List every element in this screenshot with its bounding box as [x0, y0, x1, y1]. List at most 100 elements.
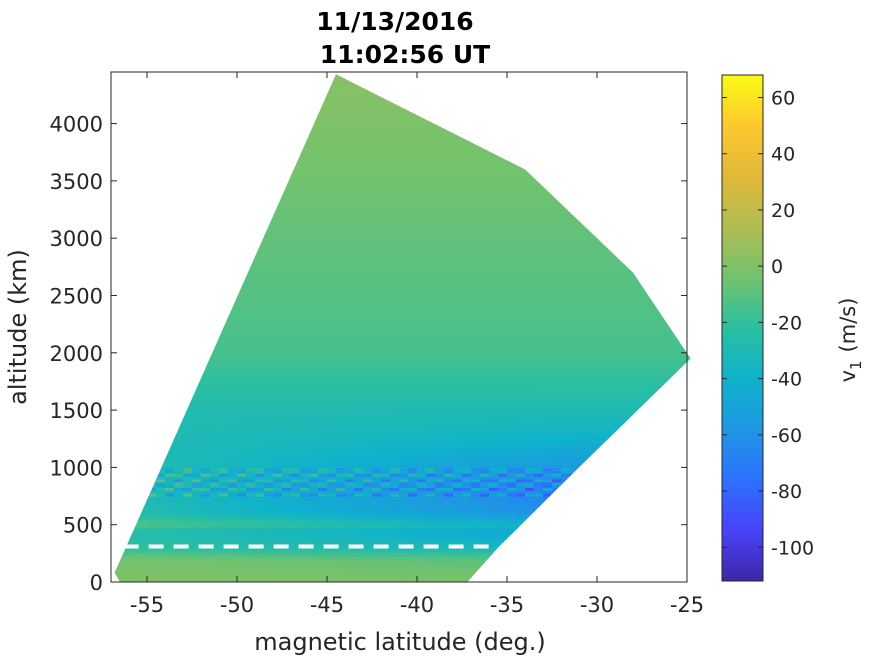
field-cell [390, 530, 400, 534]
field-cell [615, 458, 625, 463]
field-cell [561, 544, 571, 549]
field-cell [354, 433, 364, 437]
field-cell [318, 433, 328, 437]
field-cell [642, 433, 652, 437]
field-cell [255, 493, 265, 497]
field-cell [570, 481, 580, 486]
field-cell [453, 521, 463, 526]
field-cell [678, 438, 688, 443]
field-cell [291, 481, 301, 486]
field-cell [363, 458, 373, 463]
field-cell [588, 510, 598, 514]
field-cell [399, 564, 409, 569]
field-cell [228, 433, 238, 437]
field-cell [570, 539, 580, 543]
field-cell [588, 570, 598, 575]
field-cell [354, 576, 364, 580]
field-cell [615, 444, 625, 448]
field-cell [498, 516, 508, 520]
field-cell [516, 475, 526, 480]
field-cell [336, 539, 346, 543]
field-cell [345, 533, 355, 537]
field-cell [426, 390, 436, 394]
field-cell [597, 516, 607, 520]
field-cell [183, 435, 193, 440]
field-cell [552, 415, 562, 420]
field-cell [642, 458, 652, 463]
field-cell [570, 564, 580, 569]
field-cell [309, 498, 319, 503]
field-cell [114, 536, 121, 540]
field-cell [552, 570, 562, 575]
field-cell [255, 473, 265, 477]
field-cell [156, 533, 166, 537]
field-cell [507, 461, 517, 466]
field-cell [120, 458, 130, 463]
field-cell [318, 438, 328, 443]
field-cell [408, 553, 418, 557]
field-cell [480, 415, 490, 420]
field-cell [363, 438, 373, 443]
field-cell [633, 398, 643, 403]
field-cell [471, 527, 481, 532]
field-cell [471, 539, 481, 543]
field-cell [327, 533, 337, 537]
field-cell [570, 461, 580, 466]
field-cell [327, 553, 337, 557]
field-cell [543, 536, 553, 540]
field-cell [228, 467, 238, 471]
field-cell [435, 401, 445, 405]
field-cell [660, 387, 670, 391]
field-cell [129, 507, 139, 511]
field-cell [219, 478, 229, 483]
field-cell [363, 478, 373, 483]
field-cell [561, 524, 571, 529]
field-cell [453, 407, 463, 411]
field-cell [471, 421, 481, 426]
field-cell [651, 556, 661, 560]
field-cell [462, 501, 472, 506]
field-cell [273, 501, 283, 506]
field-cell [156, 455, 166, 460]
field-cell [345, 453, 355, 457]
field-cell [336, 461, 346, 466]
field-cell [192, 418, 202, 423]
field-cell [669, 387, 679, 391]
field-cell [120, 375, 130, 380]
field-cell [525, 510, 535, 514]
field-cell [651, 524, 661, 529]
field-cell [678, 470, 688, 474]
field-cell [138, 387, 148, 391]
field-cell [426, 435, 436, 440]
field-cell [687, 570, 691, 575]
field-cell [678, 404, 688, 408]
field-cell [570, 453, 580, 457]
field-cell [480, 547, 490, 552]
field-cell [435, 392, 445, 397]
field-cell [147, 447, 157, 451]
field-cell [156, 507, 166, 511]
field-cell [651, 473, 661, 477]
field-cell [606, 516, 616, 520]
field-cell [669, 530, 679, 534]
field-cell [174, 504, 184, 509]
field-cell [498, 390, 508, 394]
field-cell [624, 547, 634, 552]
field-cell [228, 473, 238, 477]
field-cell [678, 427, 688, 431]
field-cell [669, 461, 679, 466]
field-cell [264, 473, 274, 477]
field-cell [579, 547, 589, 552]
field-cell [669, 381, 679, 385]
field-cell [579, 490, 589, 494]
field-cell [651, 527, 661, 532]
field-cell [273, 398, 283, 403]
field-cell [498, 412, 508, 417]
field-cell [399, 430, 409, 434]
field-cell [219, 453, 229, 457]
field-cell [246, 441, 256, 446]
field-cell [651, 435, 661, 440]
field-cell [363, 567, 373, 572]
field-cell [237, 453, 247, 457]
field-cell [462, 521, 472, 526]
